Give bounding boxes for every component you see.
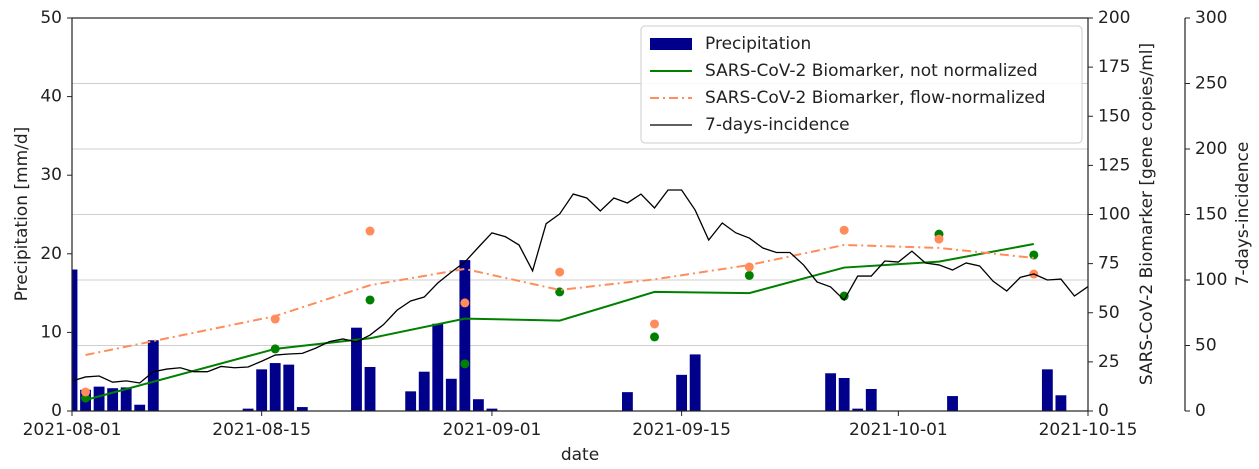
bar bbox=[1041, 369, 1053, 411]
y-tick-label: 30 bbox=[40, 165, 62, 185]
sample-point bbox=[650, 332, 660, 342]
sample-point bbox=[270, 314, 280, 324]
sample-point bbox=[555, 267, 565, 277]
plot-area bbox=[72, 189, 1088, 411]
bar bbox=[472, 399, 484, 411]
bar bbox=[120, 387, 132, 411]
bar bbox=[838, 377, 850, 411]
y3-tick-label: 200 bbox=[1195, 139, 1227, 159]
y2-tick-label: 100 bbox=[1098, 205, 1130, 225]
bar bbox=[72, 269, 78, 411]
sample-point bbox=[744, 270, 754, 280]
y2-axis-label: SARS-CoV-2 Biomarker [gene copies/ml] bbox=[1137, 43, 1157, 385]
y3-tick-label: 100 bbox=[1195, 270, 1227, 290]
bar bbox=[865, 388, 877, 411]
bar bbox=[242, 408, 254, 411]
bar bbox=[418, 371, 430, 411]
line bbox=[72, 189, 1088, 384]
y-tick-label: 10 bbox=[40, 322, 62, 342]
legend-swatch bbox=[650, 38, 692, 50]
x-tick-label: 2021-08-15 bbox=[212, 420, 311, 440]
y2-tick-label: 25 bbox=[1098, 352, 1120, 372]
bar bbox=[256, 369, 268, 411]
bar bbox=[296, 407, 308, 411]
bar bbox=[825, 373, 837, 411]
line bbox=[85, 242, 1034, 401]
bar bbox=[459, 260, 471, 411]
bar bbox=[676, 374, 688, 411]
bar bbox=[947, 396, 958, 411]
bar bbox=[107, 388, 119, 411]
legend-box bbox=[640, 25, 1083, 144]
bar bbox=[852, 408, 864, 411]
sample-point bbox=[365, 226, 375, 236]
bar bbox=[689, 354, 701, 411]
sample-point bbox=[744, 262, 754, 272]
legend: Precipitation SARS-CoV-2 Biomarker, not n… bbox=[640, 25, 1083, 144]
legend-label: 7-days-incidence bbox=[705, 115, 850, 135]
y3-tick-label: 150 bbox=[1195, 205, 1227, 225]
y3-tick-label: 300 bbox=[1195, 8, 1227, 28]
bar bbox=[621, 392, 633, 411]
bar bbox=[93, 386, 105, 411]
bar bbox=[1055, 395, 1067, 411]
sample-point bbox=[1029, 250, 1039, 260]
y2-tick-label: 0 bbox=[1098, 401, 1109, 421]
sample-point bbox=[460, 359, 470, 369]
bar bbox=[269, 363, 281, 411]
y2-tick-label: 200 bbox=[1098, 8, 1130, 28]
bar bbox=[134, 404, 146, 411]
bar bbox=[405, 391, 417, 411]
sample-point bbox=[270, 344, 280, 354]
x-axis-label: date bbox=[561, 445, 599, 465]
y-tick-label: 0 bbox=[51, 401, 62, 421]
bar bbox=[486, 408, 498, 411]
y2-tick-label: 75 bbox=[1098, 254, 1120, 274]
y3-tick-label: 250 bbox=[1195, 74, 1227, 94]
y3-tick-label: 50 bbox=[1195, 336, 1217, 356]
x-tick-label: 2021-08-01 bbox=[23, 420, 122, 440]
sample-point bbox=[460, 298, 470, 308]
y-tick-label: 20 bbox=[40, 244, 62, 264]
bar bbox=[147, 340, 159, 411]
y2-tick-label: 50 bbox=[1098, 303, 1120, 323]
bar bbox=[445, 378, 457, 411]
bar bbox=[432, 323, 444, 411]
x-tick-label: 2021-10-01 bbox=[849, 420, 948, 440]
y3-tick-label: 0 bbox=[1195, 401, 1206, 421]
y2-tick-label: 125 bbox=[1098, 155, 1130, 175]
sample-point bbox=[365, 295, 375, 305]
sample-point bbox=[81, 387, 91, 397]
bar bbox=[283, 364, 295, 411]
sample-point bbox=[934, 234, 944, 244]
y3-axis-label: 7-days-incidence bbox=[1233, 142, 1253, 287]
bar bbox=[364, 366, 376, 411]
sample-point bbox=[839, 225, 849, 235]
legend-label: SARS-CoV-2 Biomarker, flow-normalized bbox=[705, 88, 1046, 108]
sample-point bbox=[650, 319, 660, 329]
x-tick-label: 2021-10-15 bbox=[1039, 420, 1138, 440]
bar bbox=[351, 327, 362, 411]
y2-tick-label: 175 bbox=[1098, 57, 1130, 77]
legend-label: Precipitation bbox=[705, 34, 811, 54]
x-tick-label: 2021-09-01 bbox=[443, 420, 542, 440]
y-axis-label: Precipitation [mm/d] bbox=[12, 127, 32, 302]
y-tick-label: 40 bbox=[40, 87, 62, 107]
y2-tick-label: 150 bbox=[1098, 106, 1130, 126]
x-tick-label: 2021-09-15 bbox=[632, 420, 731, 440]
line bbox=[85, 243, 1034, 356]
legend-label: SARS-CoV-2 Biomarker, not normalized bbox=[705, 61, 1038, 81]
y-tick-label: 50 bbox=[40, 8, 62, 28]
